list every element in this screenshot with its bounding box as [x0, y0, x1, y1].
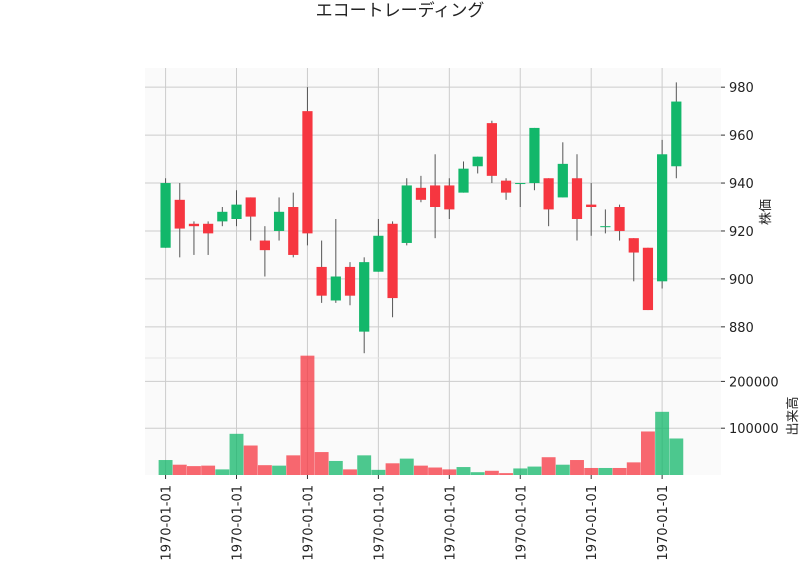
- volume-bar: [413, 465, 428, 475]
- volume-tick-label: 200000: [729, 375, 779, 390]
- price-tick-label: 880: [729, 321, 754, 336]
- volume-bar: [669, 438, 684, 475]
- candle-body: [600, 226, 611, 228]
- x-tick-label: 1970-01-01: [372, 485, 387, 561]
- candle-body: [217, 211, 228, 222]
- volume-bar: [513, 468, 528, 475]
- candle-body: [458, 168, 469, 193]
- x-tick-label: 1970-01-01: [656, 485, 671, 561]
- candle-body: [586, 204, 597, 208]
- x-axis-ticks: 1970-01-01 1970-01-01 1970-01-01 1970-01-01…: [160, 475, 671, 561]
- volume-bar: [229, 433, 244, 475]
- candles: [160, 82, 682, 354]
- volume-bar: [257, 465, 272, 475]
- volume-bars: [158, 355, 684, 475]
- candle-body: [529, 127, 540, 184]
- candle-body: [444, 185, 455, 210]
- candle-body: [330, 276, 341, 301]
- volume-bar: [158, 460, 173, 475]
- volume-bar: [286, 455, 301, 475]
- volume-axis-label: 出来高: [785, 396, 800, 435]
- x-tick-label: 1970-01-01: [301, 485, 316, 561]
- volume-bar: [541, 457, 556, 475]
- candle-body: [571, 178, 583, 219]
- price-tick-label: 980: [729, 81, 754, 96]
- candle-body: [273, 211, 285, 231]
- volume-bar: [314, 452, 329, 475]
- volume-bar: [172, 464, 187, 475]
- candle-body: [543, 178, 554, 210]
- candle-body: [316, 266, 327, 296]
- candle-body: [486, 123, 497, 176]
- candle-body: [387, 223, 398, 299]
- price-tick-label: 940: [729, 177, 754, 192]
- volume-bar: [640, 431, 655, 475]
- candle-body: [203, 223, 214, 234]
- volume-bar: [243, 445, 258, 475]
- candle-body: [557, 163, 568, 198]
- candle-body: [671, 101, 682, 167]
- volume-bar: [215, 469, 230, 475]
- candle-body: [614, 207, 625, 231]
- candle-body: [174, 199, 185, 229]
- volume-bar: [201, 465, 216, 475]
- candle-body: [245, 197, 256, 217]
- candle-body: [231, 204, 242, 219]
- candle-body: [515, 183, 526, 185]
- volume-bar: [555, 464, 570, 475]
- x-tick-label: 1970-01-01: [231, 485, 246, 561]
- volume-bar: [186, 466, 201, 475]
- candle-body: [500, 180, 512, 193]
- candle-body: [288, 207, 299, 255]
- volume-tick-label: 100000: [729, 422, 779, 437]
- volume-bar: [328, 460, 343, 475]
- candle-body: [344, 266, 356, 296]
- price-axis-ticks: 880 900 920 940 960 980: [721, 81, 754, 336]
- volume-bar: [499, 473, 514, 475]
- candle-body: [628, 238, 639, 253]
- candle-body: [302, 111, 313, 234]
- candle-body: [430, 185, 441, 208]
- volume-bar: [626, 462, 641, 475]
- chart-title: エコートレーディング: [316, 0, 485, 21]
- x-tick-label: 1970-01-01: [160, 485, 175, 561]
- candle-body: [259, 240, 270, 251]
- volume-bar: [456, 467, 471, 475]
- volume-bar: [357, 455, 372, 475]
- candle-body: [472, 156, 483, 167]
- price-tick-label: 960: [729, 129, 754, 144]
- candle-body: [642, 247, 654, 311]
- volume-bar: [399, 458, 414, 475]
- volume-bar: [272, 465, 287, 475]
- volume-bar: [428, 467, 443, 475]
- volume-bar: [343, 469, 357, 475]
- candle-body: [415, 187, 427, 200]
- price-axis-label: 株価: [759, 199, 774, 225]
- candle-body: [401, 185, 412, 243]
- volume-bar: [385, 463, 400, 475]
- volume-bar: [570, 460, 584, 475]
- candle-body: [657, 154, 668, 282]
- volume-bar: [371, 469, 386, 475]
- candle-body: [188, 223, 200, 227]
- volume-axis-ticks: 100000 200000: [721, 375, 779, 437]
- volume-bar: [584, 467, 599, 475]
- candle-body: [160, 183, 171, 248]
- price-tick-label: 900: [729, 273, 754, 288]
- volume-bar: [442, 469, 457, 475]
- volume-bar: [612, 467, 627, 475]
- volume-bar: [300, 355, 315, 475]
- volume-bar: [527, 466, 542, 475]
- x-tick-label: 1970-01-01: [585, 485, 600, 561]
- volume-bar: [484, 470, 499, 475]
- price-tick-label: 920: [729, 225, 754, 240]
- x-tick-label: 1970-01-01: [443, 485, 458, 561]
- volume-bar: [655, 411, 670, 475]
- candle-body: [359, 262, 370, 332]
- volume-bar: [598, 467, 613, 475]
- x-tick-label: 1970-01-01: [514, 485, 529, 561]
- volume-bar: [470, 472, 485, 475]
- candle-body: [373, 235, 384, 272]
